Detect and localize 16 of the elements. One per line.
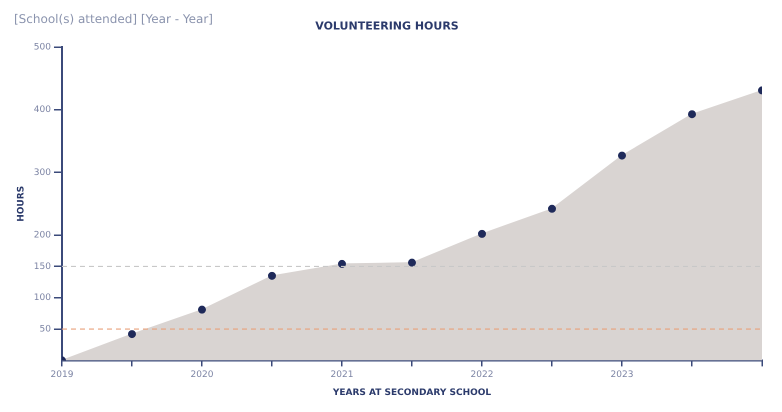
x-tick-label: 2020 [190,370,214,380]
x-tick-label: 2022 [470,370,494,380]
y-tick-label: 50 [40,324,52,334]
x-tick-label: 2023 [610,370,634,380]
y-tick-label: 300 [34,168,52,178]
x-tick-label: 2019 [50,370,74,380]
y-tick-label: 200 [34,230,52,240]
x-axis-title: YEARS AT SECONDARY SCHOOL [332,388,492,398]
y-tick-label: 150 [34,262,52,272]
y-tick-label: 500 [34,42,52,53]
chart-title: VOLUNTEERING HOURS [315,19,459,32]
y-axis-title: HOURS [16,186,27,222]
text: [School(s) attended] [Year - Year] [14,12,213,26]
x-tick-label: 2021 [330,370,354,380]
y-tick-label: 100 [34,293,52,304]
y-tick-label: 400 [34,105,52,116]
